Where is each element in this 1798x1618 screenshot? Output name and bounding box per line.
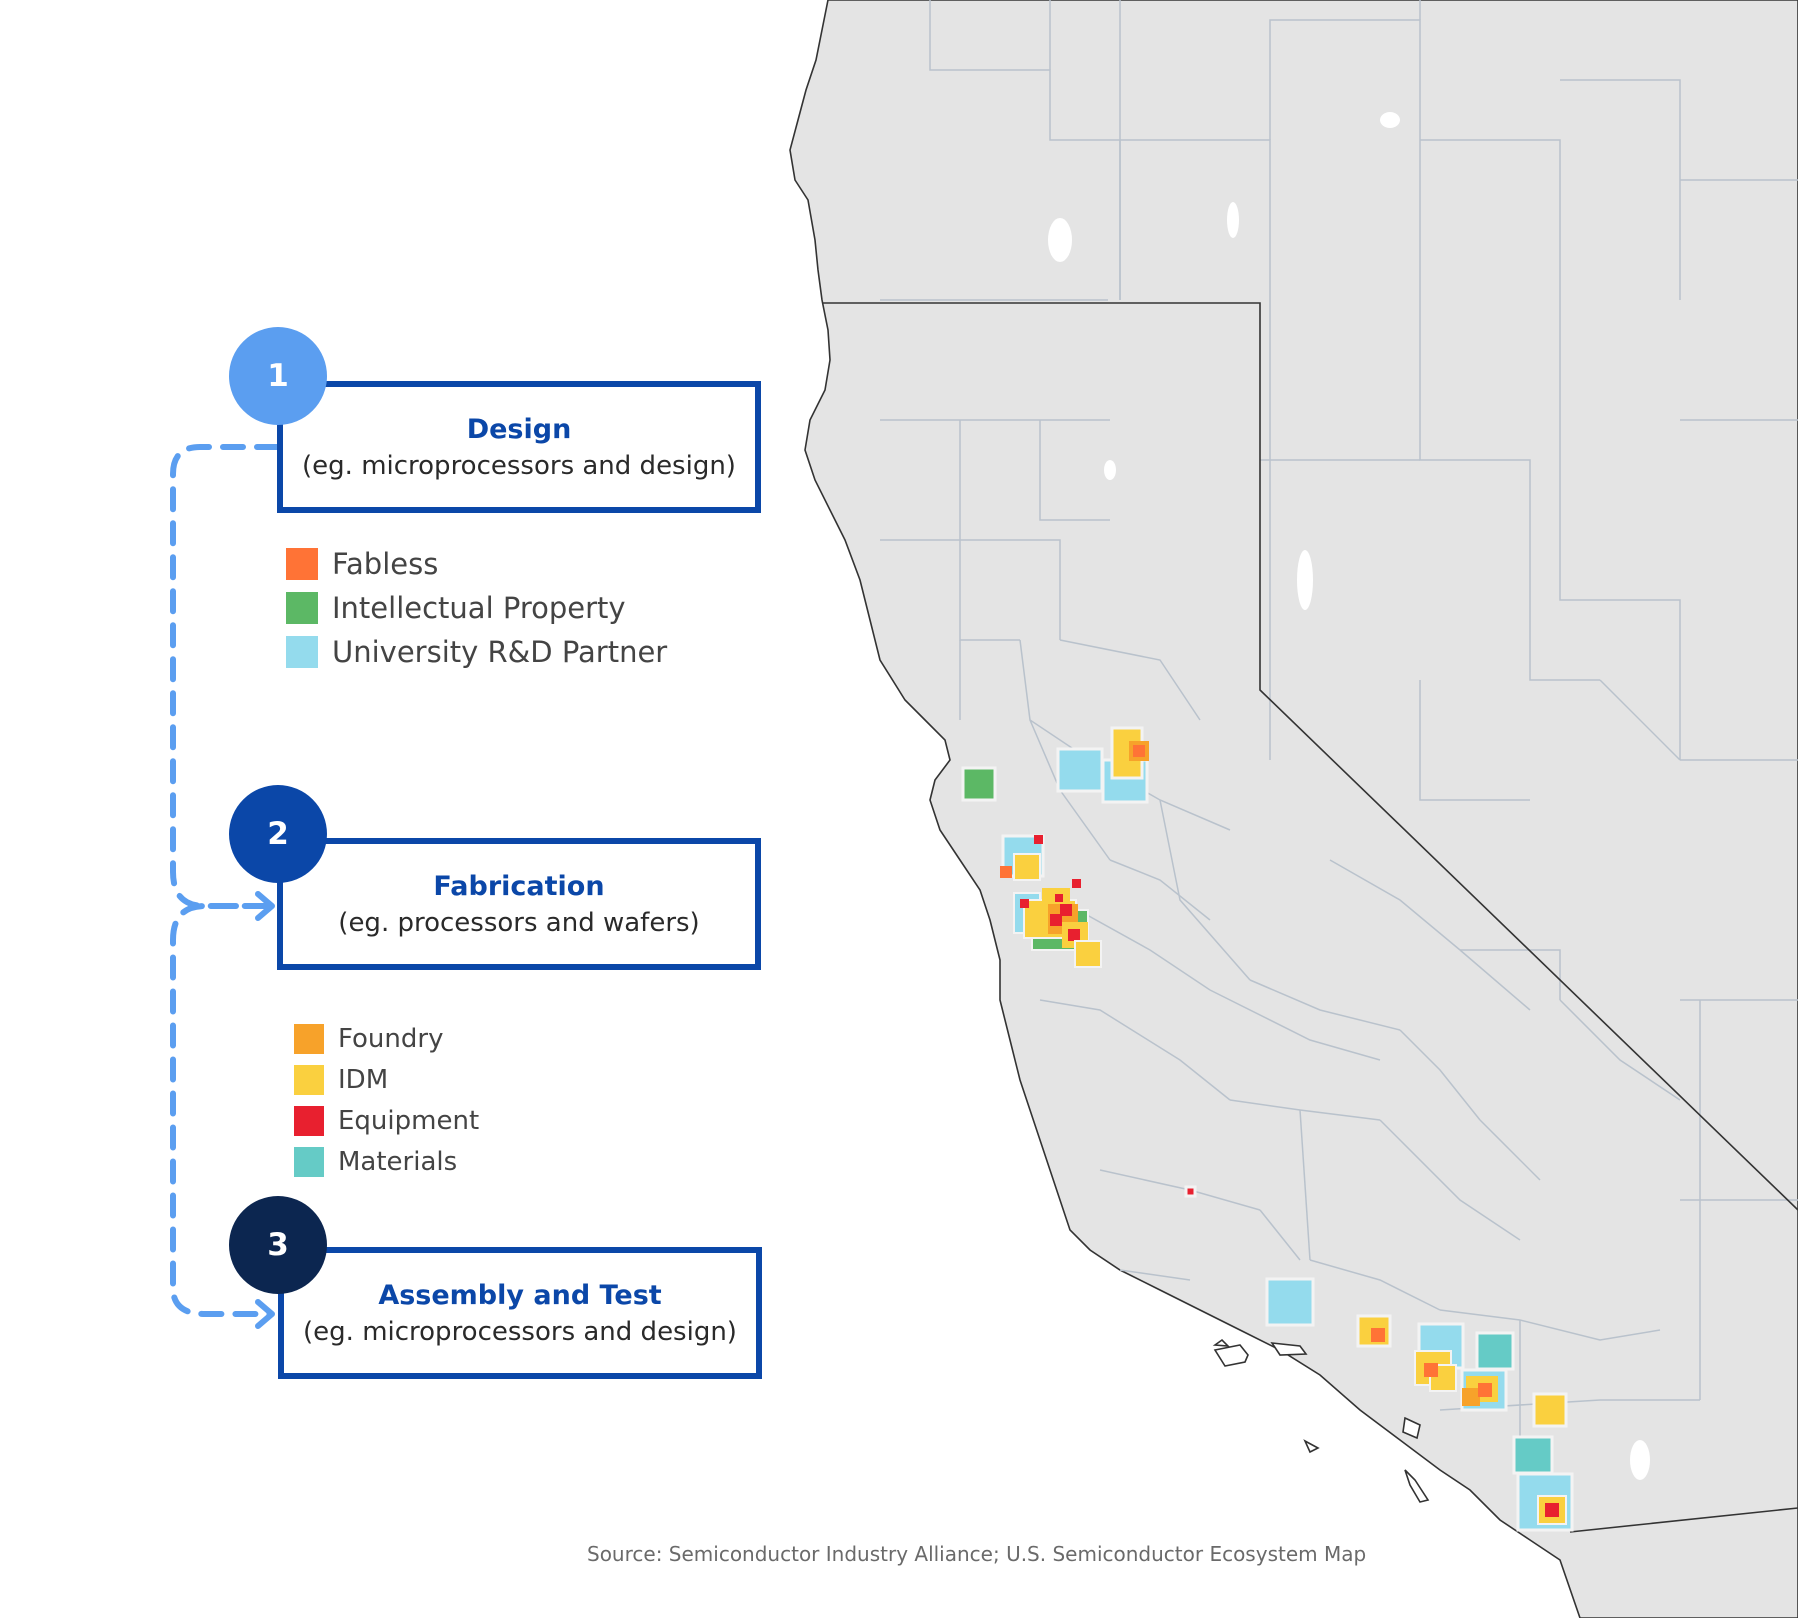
marker-central-coast-equipment bbox=[1184, 1185, 1197, 1198]
legend-item-foundry: Foundry bbox=[294, 1018, 479, 1059]
channel-islands bbox=[1212, 1338, 1430, 1503]
stage-design-title: Design bbox=[466, 413, 572, 445]
marker-la-materials bbox=[1475, 1331, 1515, 1371]
stage-assembly-number: 3 bbox=[229, 1196, 327, 1294]
legend-swatch-equipment bbox=[294, 1105, 324, 1136]
marker-sacramento-foundry bbox=[1133, 745, 1145, 757]
marker-sv-equipment-4 bbox=[1020, 899, 1029, 908]
stage-design-subtitle: (eg. microprocessors and design) bbox=[302, 450, 736, 481]
marker-inland-idm bbox=[1532, 1392, 1568, 1428]
connector-design-to-fabrication bbox=[170, 444, 280, 909]
legend-label-equipment: Equipment bbox=[338, 1105, 480, 1136]
legend-fabrication: Foundry IDM Equipment Materials bbox=[294, 1018, 479, 1182]
state-boundaries bbox=[822, 302, 1798, 1533]
marker-sv-equipment-1 bbox=[1050, 914, 1062, 926]
land-base bbox=[789, 0, 1798, 1618]
arrowhead-assembly bbox=[255, 1299, 275, 1329]
legend-swatch-fabless bbox=[286, 548, 318, 580]
legend-item-idm: IDM bbox=[294, 1059, 479, 1100]
marker-sacramento-university bbox=[1056, 747, 1104, 793]
marker-la-foundry-2 bbox=[1424, 1363, 1438, 1377]
legend-item-materials: Materials bbox=[294, 1141, 479, 1182]
legend-label-idm: IDM bbox=[338, 1064, 389, 1095]
marker-sv-idm-4 bbox=[1074, 940, 1102, 968]
marker-north-bay-ip bbox=[961, 766, 997, 802]
legend-item-intellectual-property: Intellectual Property bbox=[286, 586, 667, 630]
marker-sf-fabless bbox=[1000, 866, 1012, 878]
stage-fabrication-box: Fabrication (eg. processors and wafers) bbox=[277, 838, 761, 970]
legend-design: Fabless Intellectual Property University… bbox=[286, 542, 667, 674]
marker-oc-fabless bbox=[1478, 1383, 1492, 1397]
legend-swatch-foundry bbox=[294, 1023, 324, 1054]
arrowhead-fabrication bbox=[255, 891, 275, 921]
marker-sv-equipment-5 bbox=[1068, 929, 1080, 941]
marker-sv-equipment-2 bbox=[1060, 904, 1072, 916]
marker-sf-equipment bbox=[1034, 835, 1043, 844]
stage-assembly-title: Assembly and Test bbox=[378, 1279, 662, 1311]
stage-design-number: 1 bbox=[229, 327, 327, 425]
marker-sv-equipment-3 bbox=[1055, 894, 1063, 902]
marker-sd-materials bbox=[1512, 1435, 1554, 1475]
legend-swatch-intellectual-property bbox=[286, 592, 318, 624]
marker-la-foundry bbox=[1371, 1328, 1385, 1342]
stage-fabrication-title: Fabrication bbox=[433, 870, 605, 902]
marker-santa-barbara-university bbox=[1265, 1277, 1315, 1327]
connector-fabrication-to-assembly bbox=[170, 903, 273, 1317]
legend-label-intellectual-property: Intellectual Property bbox=[332, 591, 626, 625]
legend-label-fabless: Fabless bbox=[332, 547, 439, 581]
source-note: Source: Semiconductor Industry Alliance;… bbox=[587, 1542, 1367, 1566]
legend-label-foundry: Foundry bbox=[338, 1023, 444, 1054]
marker-sd-equipment bbox=[1545, 1503, 1559, 1517]
legend-swatch-idm bbox=[294, 1064, 324, 1095]
marker-east-bay-equipment bbox=[1072, 879, 1081, 888]
stage-fabrication-subtitle: (eg. processors and wafers) bbox=[338, 907, 700, 938]
stage-assembly-subtitle: (eg. microprocessors and design) bbox=[303, 1316, 737, 1347]
legend-item-equipment: Equipment bbox=[294, 1100, 479, 1141]
marker-sf-idm bbox=[1013, 853, 1041, 881]
stage-assembly-box: Assembly and Test (eg. microprocessors a… bbox=[278, 1247, 762, 1379]
marker-sd-idm bbox=[1537, 1495, 1567, 1525]
marker-oc-foundry bbox=[1462, 1388, 1480, 1406]
stage-design-box: Design (eg. microprocessors and design) bbox=[277, 381, 761, 513]
legend-item-fabless: Fabless bbox=[286, 542, 667, 586]
connector-arrowheads bbox=[255, 891, 275, 1329]
stage-fabrication-number: 2 bbox=[229, 785, 327, 883]
heat-markers bbox=[961, 726, 1574, 1532]
legend-item-university: University R&D Partner bbox=[286, 630, 667, 674]
legend-label-materials: Materials bbox=[338, 1146, 458, 1177]
legend-swatch-university bbox=[286, 636, 318, 668]
stage-connectors bbox=[170, 444, 280, 1317]
lakes bbox=[1048, 112, 1650, 1480]
legend-swatch-materials bbox=[294, 1146, 324, 1177]
legend-label-university: University R&D Partner bbox=[332, 635, 668, 669]
